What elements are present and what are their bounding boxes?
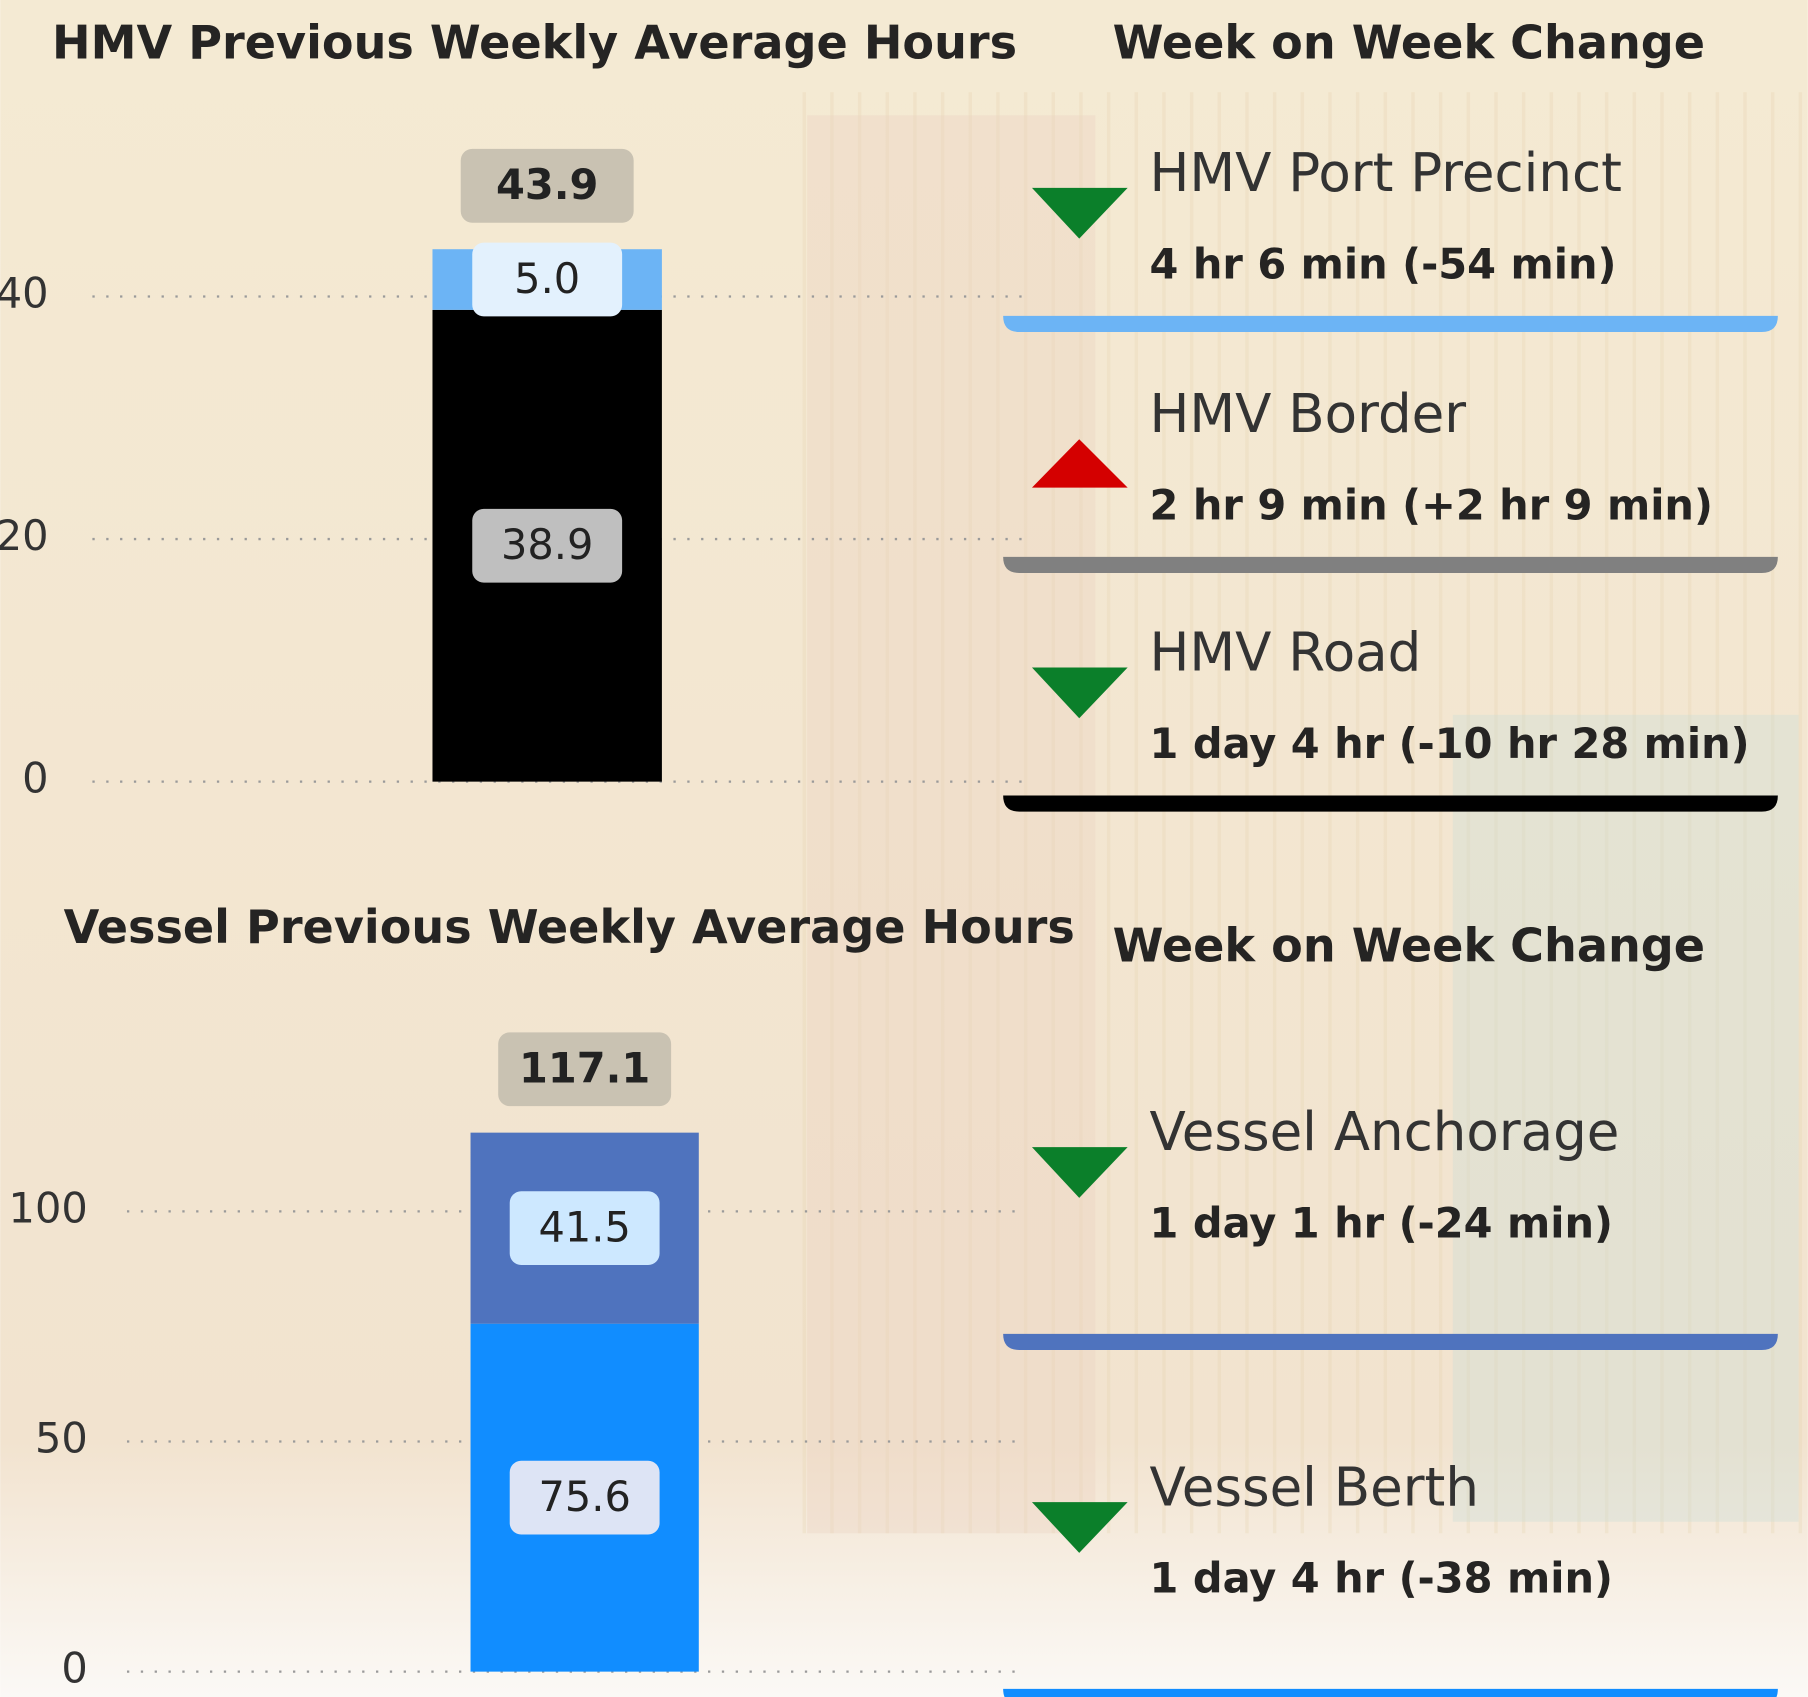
trend-arrow [1031, 1502, 1128, 1553]
kpi-label: Vessel Berth [1150, 1456, 1479, 1518]
data-label-box [472, 508, 623, 583]
trend-arrow [1031, 667, 1128, 719]
kpi-value: 2 hr 9 min (+2 hr 9 min) [1150, 480, 1713, 529]
data-label: 41.5 [538, 1202, 630, 1251]
kpi-value: 1 day 4 hr (-10 hr 28 min) [1150, 719, 1750, 768]
data-label-box [498, 1032, 672, 1107]
kpi-label: HMV Port Precinct [1150, 142, 1622, 204]
trend-arrow [1031, 187, 1128, 239]
data-label-box [472, 242, 623, 317]
data-label: 5.0 [514, 254, 580, 303]
kpi-value: 1 day 1 hr (-24 min) [1150, 1199, 1613, 1248]
data-label-box [460, 148, 634, 223]
background-texture [784, 92, 1808, 1534]
data-label: 75.6 [538, 1472, 630, 1521]
kpi-label: Vessel Anchorage [1150, 1101, 1620, 1163]
kpi-underline [1003, 795, 1778, 812]
trend-arrow [1031, 439, 1128, 488]
background-texture [1452, 714, 1799, 1522]
y-tick-label: 0 [61, 1644, 87, 1693]
y-tick-label: 20 [0, 511, 49, 560]
data-label: 117.1 [519, 1044, 650, 1093]
kpi-underline [1003, 315, 1778, 333]
kpi-underline [1003, 1333, 1778, 1350]
kpi-label: HMV Border [1150, 383, 1467, 445]
panel-title: Week on Week Change [1113, 16, 1705, 70]
kpi-value: 1 day 4 hr (-38 min) [1150, 1554, 1613, 1603]
kpi-label: HMV Road [1150, 622, 1422, 684]
data-label: 43.9 [496, 160, 598, 209]
kpi-underline [1003, 1688, 1778, 1697]
y-tick-label: 0 [22, 754, 48, 803]
y-tick-label: 40 [0, 269, 49, 318]
kpi-underline [1003, 556, 1778, 573]
chart-title: HMV Previous Weekly Average Hours [52, 16, 1017, 70]
panel-title: Week on Week Change [1113, 918, 1705, 972]
y-tick-label: 100 [9, 1183, 88, 1232]
trend-arrow [1031, 1147, 1128, 1198]
data-label-box [509, 1460, 660, 1535]
kpi-value: 4 hr 6 min (-54 min) [1150, 239, 1617, 288]
chart-title: Vessel Previous Weekly Average Hours [64, 900, 1075, 954]
background-texture [807, 115, 1096, 1534]
y-tick-label: 50 [35, 1413, 88, 1462]
data-label-box [509, 1191, 660, 1266]
data-label: 38.9 [501, 520, 593, 569]
